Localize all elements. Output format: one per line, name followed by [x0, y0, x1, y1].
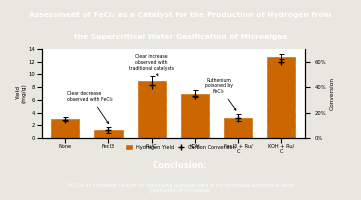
Bar — [95, 130, 122, 138]
Y-axis label: Yield
(mg/g): Yield (mg/g) — [16, 84, 26, 103]
Bar — [267, 57, 295, 138]
Text: Assessment of FeCl₃ as a Catalyst for the Production of Hydrogen from: Assessment of FeCl₃ as a Catalyst for th… — [29, 12, 332, 18]
Text: FeCl₃ is an unsuitable catalyst for maximising hydrogen yield in the continuous : FeCl₃ is an unsuitable catalyst for maxi… — [67, 183, 294, 193]
Text: Clear increase
observed with
traditional catalysts: Clear increase observed with traditional… — [129, 54, 174, 76]
Bar — [181, 94, 209, 138]
Text: Conclusion:: Conclusion: — [153, 161, 208, 170]
Bar — [138, 81, 166, 138]
Y-axis label: Conversion: Conversion — [329, 77, 334, 110]
Text: Clear decrease
observed with FeCl₃: Clear decrease observed with FeCl₃ — [68, 91, 113, 123]
Legend: Hydrogen Yield, Carbon Conversion: Hydrogen Yield, Carbon Conversion — [126, 145, 235, 150]
Text: the Supercritical Water Gasification of Microalgae: the Supercritical Water Gasification of … — [74, 34, 287, 40]
Bar — [51, 119, 79, 138]
Bar — [224, 118, 252, 138]
Text: Ruthenium
poisoned by
FeCl₃: Ruthenium poisoned by FeCl₃ — [205, 78, 236, 110]
